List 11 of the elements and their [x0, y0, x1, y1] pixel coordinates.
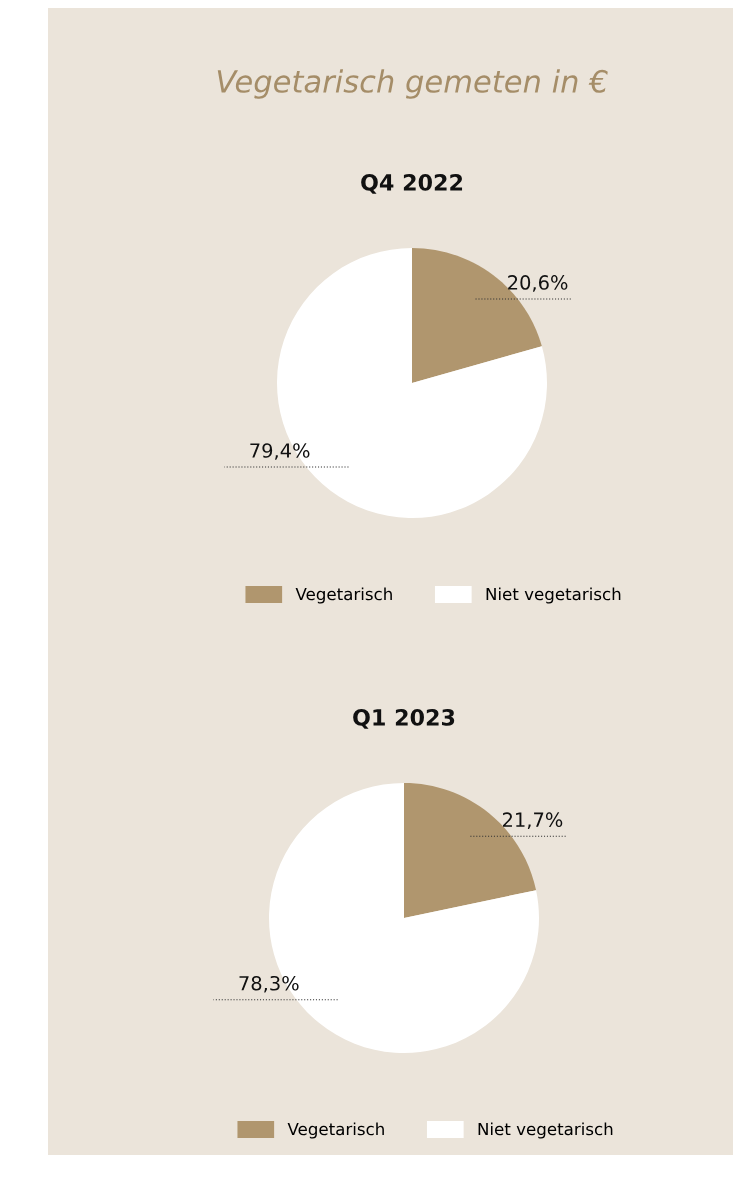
chart-title: Q1 2023: [353, 708, 455, 729]
legend-label: Niet vegetarisch: [486, 587, 621, 604]
legend-label: Niet vegetarisch: [478, 1122, 613, 1139]
text: Vegetarisch gemeten in €: [217, 69, 608, 99]
data-label: 79,4%: [250, 443, 310, 460]
data-label: 78,3%: [239, 975, 299, 993]
legend-label: Vegetarisch: [295, 587, 392, 604]
data-label: 20,6%: [508, 275, 568, 292]
chart-title: Q4 2022: [361, 173, 463, 194]
legend-label: Vegetarisch: [287, 1122, 384, 1139]
data-label: 21,7%: [502, 812, 563, 830]
